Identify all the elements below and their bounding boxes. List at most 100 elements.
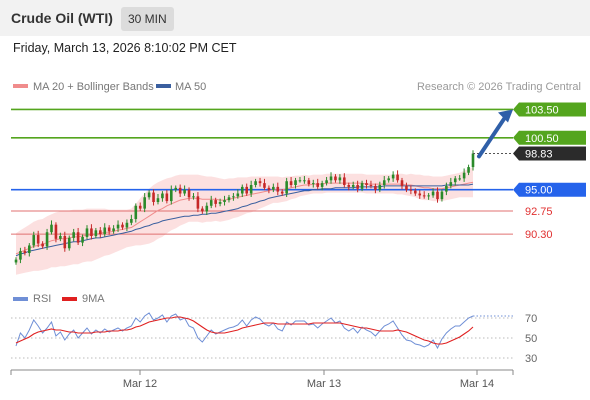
candle-body-50 xyxy=(236,193,240,197)
level-label-2: 95.00 xyxy=(525,185,553,197)
candle-body-98 xyxy=(449,182,453,186)
candle-body-47 xyxy=(223,200,226,202)
candle-body-0 xyxy=(14,259,18,263)
candle-body-7 xyxy=(45,232,49,247)
candle-body-73 xyxy=(338,177,342,181)
candle-body-61 xyxy=(285,181,288,194)
candle-body-85 xyxy=(391,174,395,179)
candle-body-60 xyxy=(280,191,284,194)
candle-body-63 xyxy=(294,180,297,185)
candle-body-40 xyxy=(192,196,195,198)
candle-body-17 xyxy=(90,228,93,236)
candle-body-83 xyxy=(382,180,386,185)
candle-body-81 xyxy=(374,185,377,190)
candle-body-94 xyxy=(431,191,435,196)
candle-body-59 xyxy=(276,186,280,192)
candle-body-28 xyxy=(138,205,142,209)
candle-body-22 xyxy=(112,228,115,232)
bollinger-band xyxy=(16,167,473,275)
candle-body-77 xyxy=(356,185,359,189)
rsi-tick-2: 30 xyxy=(525,353,537,365)
candle-body-56 xyxy=(263,183,266,188)
candle-body-101 xyxy=(462,172,466,179)
candle-body-75 xyxy=(347,185,351,187)
candle-body-95 xyxy=(436,191,439,200)
candle-body-88 xyxy=(405,185,408,190)
candle-body-41 xyxy=(196,196,200,209)
candle-body-18 xyxy=(94,230,98,236)
candle-body-35 xyxy=(169,189,173,202)
candle-body-66 xyxy=(307,180,311,185)
candle-body-1 xyxy=(19,251,22,260)
candle-body-33 xyxy=(161,193,164,199)
ma20-legend-label: MA 20 + Bollinger Bands xyxy=(33,81,154,93)
candle-body-91 xyxy=(418,193,422,196)
candle-body-21 xyxy=(107,227,111,232)
candle-body-92 xyxy=(422,195,426,197)
candle-body-45 xyxy=(214,200,217,204)
rsi-tick-0: 70 xyxy=(525,313,537,325)
candle-body-84 xyxy=(387,178,390,181)
candle-body-44 xyxy=(209,200,213,206)
candle-body-100 xyxy=(458,178,461,180)
candle-body-103 xyxy=(471,153,475,168)
candle-body-30 xyxy=(147,192,151,198)
candle-body-86 xyxy=(396,174,399,181)
level-label-1: 100.50 xyxy=(525,133,559,145)
timeframe-button[interactable]: 30 MIN xyxy=(121,7,174,31)
candle-body-11 xyxy=(63,236,67,249)
candle-body-68 xyxy=(316,183,320,187)
candle-body-65 xyxy=(303,180,306,182)
level-tag-2 xyxy=(513,182,586,197)
candle-body-52 xyxy=(245,186,249,194)
candle-body-48 xyxy=(227,197,231,201)
level-tag-0 xyxy=(513,102,586,117)
x-tick-label-0: Mar 12 xyxy=(123,378,157,390)
candle-body-14 xyxy=(76,232,80,243)
level-label-4: 90.30 xyxy=(525,229,553,241)
ma9-legend-swatch xyxy=(62,297,77,301)
candle-body-31 xyxy=(152,192,155,202)
rsi-legend-swatch xyxy=(13,297,28,301)
candle-body-90 xyxy=(414,190,417,194)
level-tag-1 xyxy=(513,130,586,145)
candle-body-39 xyxy=(187,189,191,198)
last-price-tag xyxy=(513,146,586,161)
candle-body-2 xyxy=(23,251,27,253)
candle-body-46 xyxy=(218,202,222,204)
level-label-3: 92.75 xyxy=(525,206,553,218)
candle-body-67 xyxy=(311,183,315,185)
candle-body-76 xyxy=(351,185,355,187)
candle-body-64 xyxy=(298,180,302,182)
last-price-label: 98.83 xyxy=(525,149,553,161)
rsi-ma9-line xyxy=(15,316,474,345)
rsi-tick-1: 50 xyxy=(525,333,537,345)
candle-body-57 xyxy=(267,187,271,190)
candle-body-16 xyxy=(85,228,89,237)
rsi-legend-label: RSI xyxy=(33,293,51,305)
candle-body-9 xyxy=(54,224,58,239)
candle-body-38 xyxy=(183,189,186,194)
candle-body-97 xyxy=(445,185,448,192)
candle-body-74 xyxy=(343,177,346,185)
candle-body-71 xyxy=(329,176,333,181)
candle-body-55 xyxy=(258,181,262,184)
candle-body-70 xyxy=(325,180,328,184)
credit-text: Research © 2026 Trading Central xyxy=(417,81,581,93)
candle-body-79 xyxy=(365,183,368,185)
candle-body-102 xyxy=(467,167,470,173)
candle-body-24 xyxy=(121,224,124,228)
candle-body-5 xyxy=(36,235,40,244)
candle-body-34 xyxy=(165,193,169,202)
target-arrow-head xyxy=(498,109,513,123)
candle-body-20 xyxy=(103,227,107,235)
candle-body-19 xyxy=(99,230,102,235)
level-label-0: 103.50 xyxy=(525,104,559,116)
ma50-legend-label: MA 50 xyxy=(175,81,206,93)
ma20-legend-swatch xyxy=(13,84,28,88)
target-arrow-shaft xyxy=(477,112,509,159)
candle-body-26 xyxy=(130,219,133,223)
candle-body-13 xyxy=(72,232,75,238)
candle-body-3 xyxy=(28,245,31,253)
